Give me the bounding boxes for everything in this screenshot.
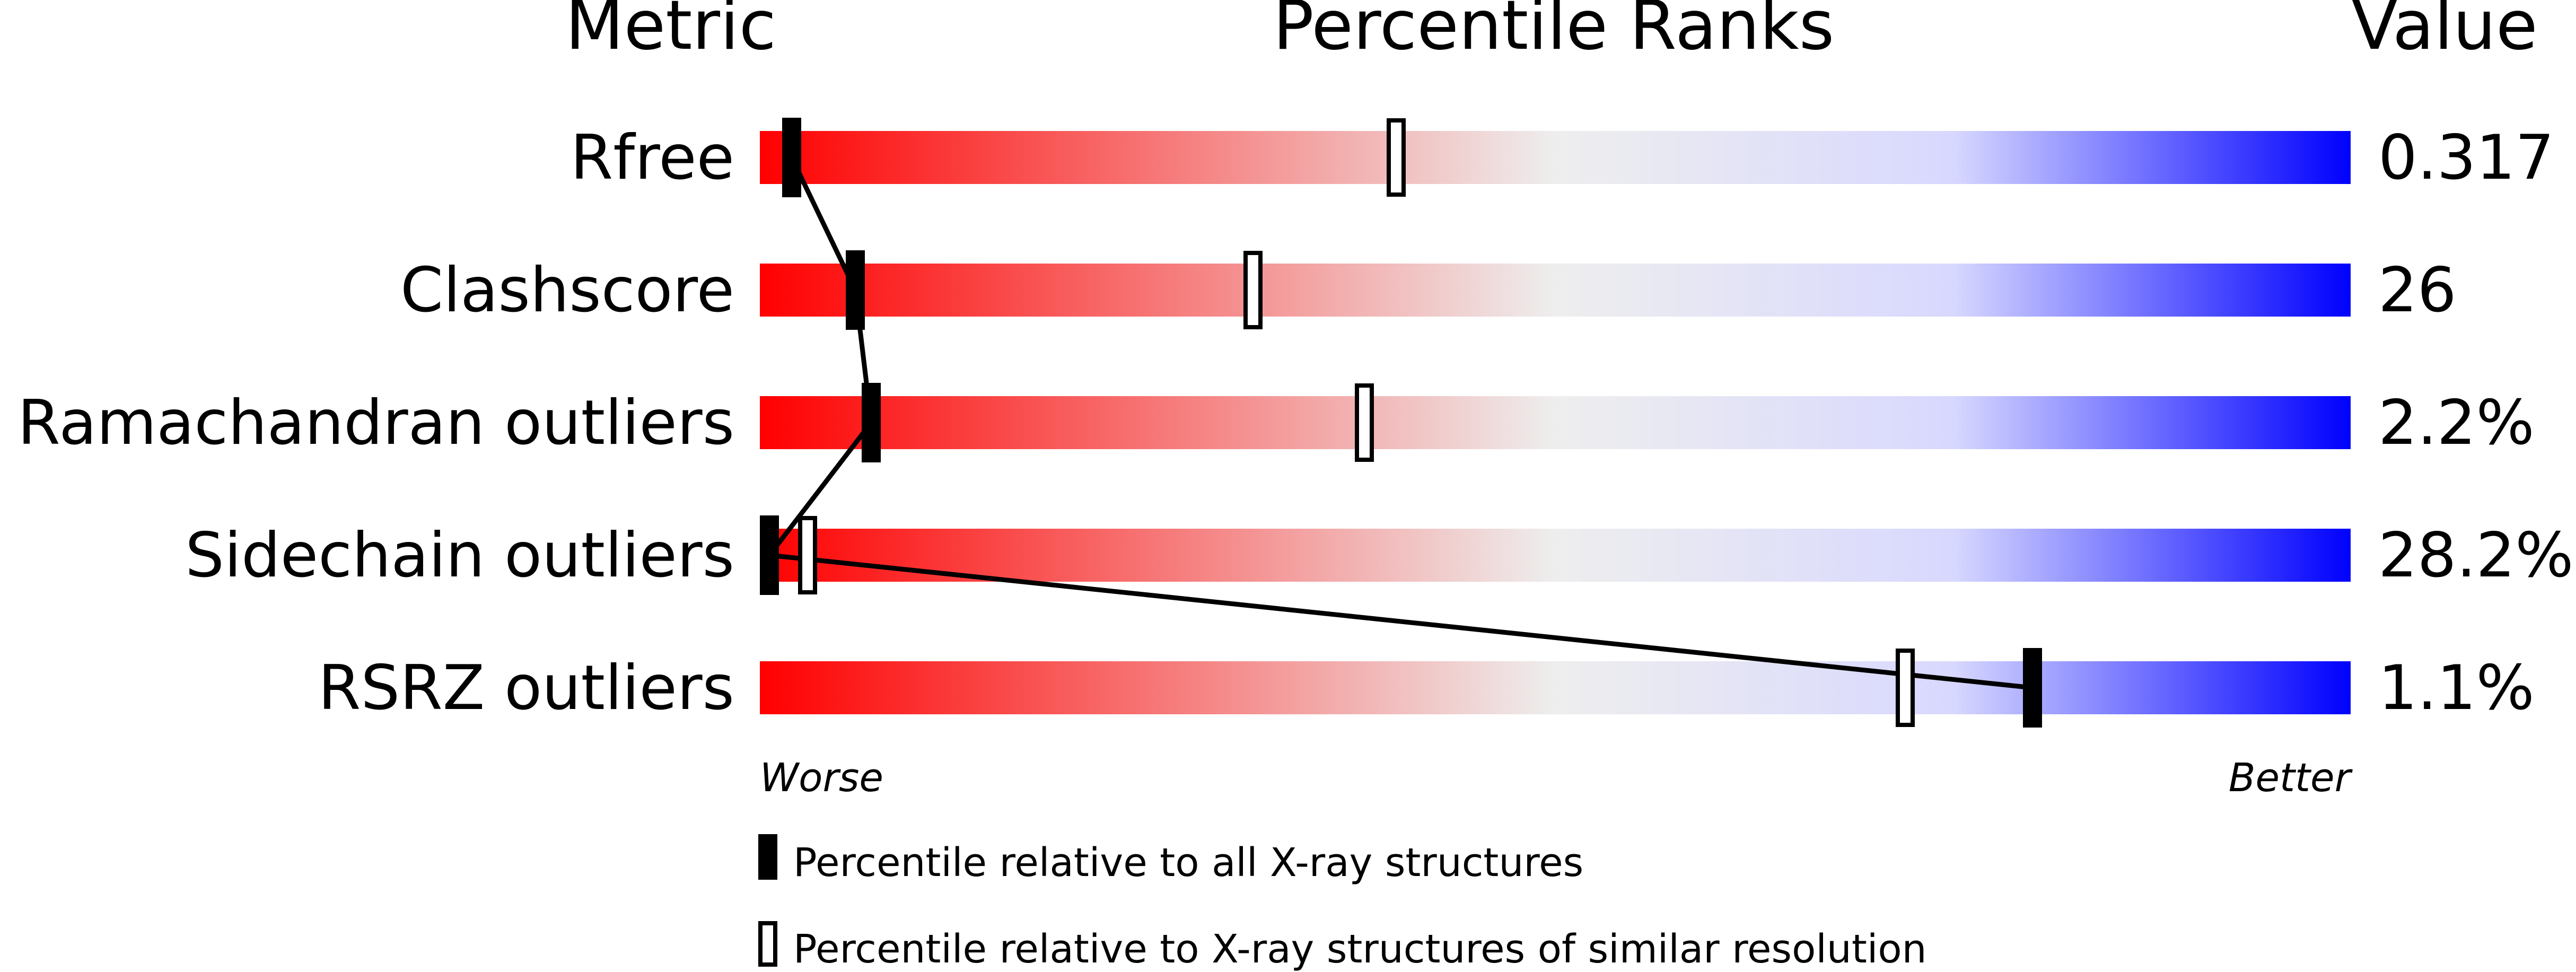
relative-percentile-marker-ramachandran-outliers (1355, 383, 1374, 462)
absolute-percentile-marker-ramachandran-outliers (862, 383, 881, 462)
metric-label-rfree: Rfree (571, 122, 734, 194)
legend-hollow-marker-icon (758, 921, 777, 967)
relative-percentile-marker-rfree (1387, 118, 1406, 197)
relative-percentile-marker-rsrz-outliers (1896, 649, 1915, 727)
value-label-ramachandran-outliers: 2.2% (2378, 387, 2535, 459)
better-label: Better (2229, 755, 2353, 801)
legend-absolute-text: Percentile relative to all X-ray structu… (793, 840, 1583, 886)
absolute-percentile-marker-sidechain-outliers (760, 515, 779, 595)
bars-layer (760, 131, 2351, 714)
value-label-rsrz-outliers: 1.1% (2378, 652, 2535, 724)
value-header: Value (2351, 0, 2538, 65)
absolute-percentile-marker-clashscore (846, 250, 865, 330)
metric-label-ramachandran-outliers: Ramachandran outliers (17, 387, 734, 459)
value-label-rfree: 0.317 (2378, 122, 2554, 194)
value-labels: 0.317 26 2.2% 28.2% 1.1% (2378, 122, 2574, 724)
percentile-bar-sidechain-outliers (760, 529, 2351, 582)
metric-labels: Rfree Clashscore Ramachandran outliers Side… (17, 122, 734, 724)
metric-label-rsrz-outliers: RSRZ outliers (318, 652, 734, 724)
percentile-bar-ramachandran-outliers (760, 396, 2351, 449)
value-label-clashscore: 26 (2378, 255, 2457, 326)
worse-label: Worse (760, 755, 883, 801)
percentile-bar-rfree (760, 131, 2351, 184)
absolute-percentile-marker-rfree (782, 118, 801, 197)
percentile-header: Percentile Ranks (1273, 0, 1835, 65)
legend-relative-text: Percentile relative to X-ray structures … (793, 926, 1927, 972)
metric-label-sidechain-outliers: Sidechain outliers (185, 520, 734, 591)
absolute-percentile-marker-rsrz-outliers (2023, 648, 2042, 728)
relative-percentile-marker-clashscore (1243, 251, 1263, 329)
relative-percentile-marker-sidechain-outliers (798, 516, 817, 594)
legend-filled-marker-icon (758, 834, 777, 880)
markers-layer (760, 118, 2042, 728)
value-label-sidechain-outliers: 28.2% (2378, 520, 2574, 591)
percentile-bar-rsrz-outliers (760, 661, 2351, 714)
metric-label-clashscore: Clashscore (400, 255, 734, 326)
percentile-bar-clashscore (760, 264, 2351, 317)
metric-header: Metric (565, 0, 776, 65)
